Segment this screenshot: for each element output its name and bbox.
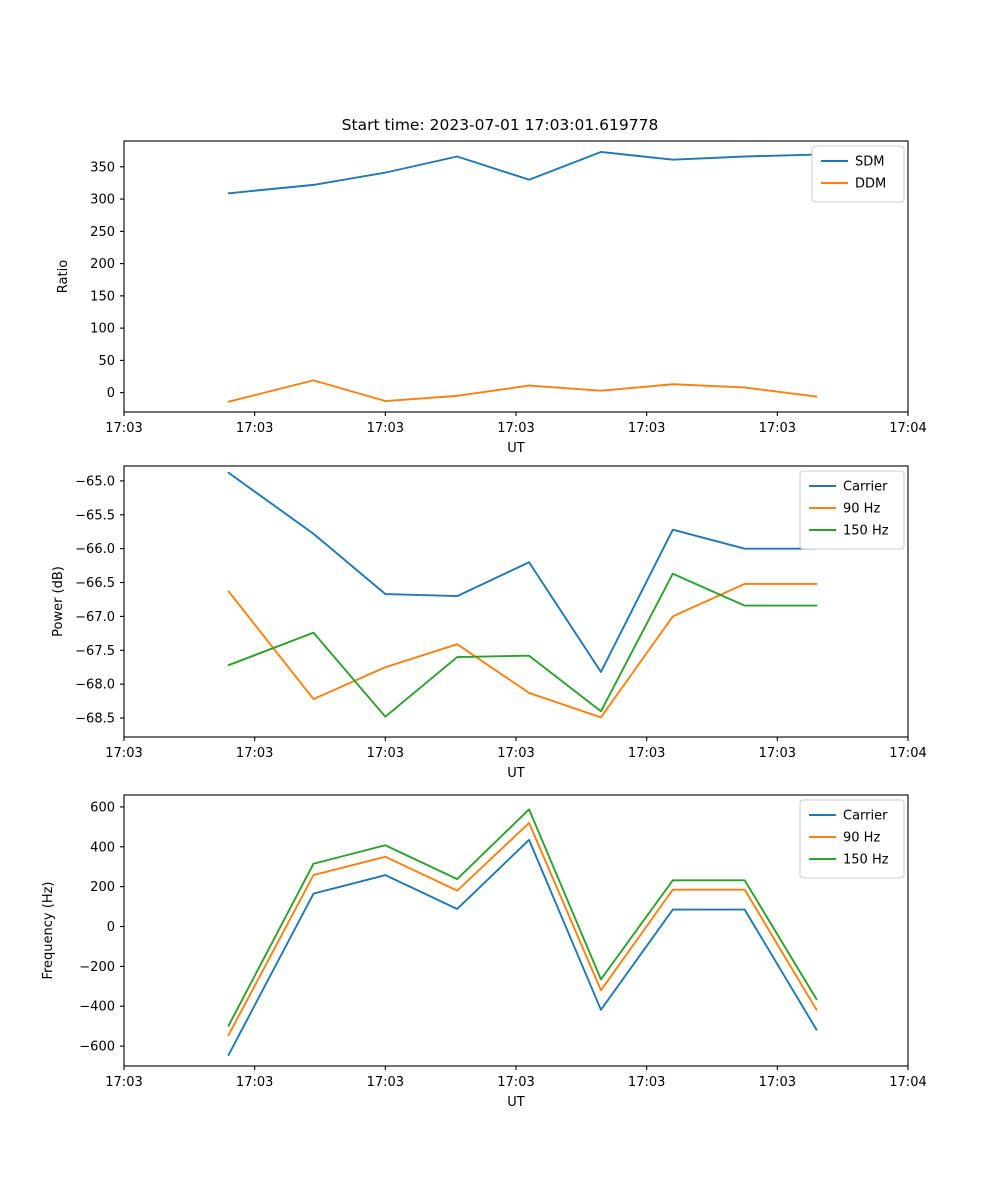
frequency-series-line [227,838,818,1056]
ratio-xtick-label: 17:03 [497,421,534,436]
frequency-ytick-label: 600 [90,800,115,815]
ratio-ytick-label: 300 [90,193,115,208]
ratio-xtick-label: 17:04 [889,421,926,436]
ratio-legend-label: DDM [855,177,886,192]
frequency-plot-svg: 17:03 17:03 17:03 17:03 17:03 17:03 17:04 −600 −… [41,794,927,1110]
frequency-ytick-label: −600 [79,1040,115,1055]
ratio-ytick-label: 250 [90,225,115,240]
power-plot-svg: 17:03 17:03 17:03 17:03 17:03 17:03 17:04 −65.0… [51,465,927,781]
ratio-xtick-label: 17:03 [759,421,796,436]
power-ytick-label: −66.5 [75,576,115,591]
power-ytick-label: −65.0 [75,474,115,489]
frequency-xtick-label: 17:03 [367,1075,404,1090]
power-legend-label: 150 Hz [843,524,889,539]
ratio-legend-label: SDM [855,155,884,170]
ratio-ytick-label: 350 [90,160,115,175]
frequency-series-line [227,821,818,1037]
power-series-line [227,572,818,718]
power-xtick-label: 17:03 [759,746,796,761]
power-series-line [227,582,818,719]
frequency-ytick-label: −400 [79,1000,115,1015]
frequency-xtick-label: 17:03 [497,1075,534,1090]
ratio-xtick-label: 17:03 [236,421,273,436]
power-series-line [227,471,818,673]
power-xtick-label: 17:03 [367,746,404,761]
frequency-xtick-label: 17:04 [889,1075,926,1090]
ratio-ytick-label: 200 [90,257,115,272]
ratio-xtick-label: 17:03 [628,421,665,436]
ratio-ytick-label: 0 [107,386,115,401]
power-axes-frame [123,465,909,738]
power-x-axis-label: UT [507,766,525,781]
power-ytick-label: −67.5 [75,644,115,659]
frequency-x-axis-label: UT [507,1095,525,1110]
power-ytick-label: −67.0 [75,610,115,625]
power-legend-label: Carrier [843,480,888,495]
power-ytick-label: −65.5 [75,508,115,523]
frequency-xtick-label: 17:03 [236,1075,273,1090]
frequency-ytick-label: 0 [107,920,115,935]
subplot-ratio: 17:03 17:03 17:03 17:03 17:03 17:03 17:04 0 50 10… [0,130,1000,460]
frequency-ytick-label: −200 [79,960,115,975]
ratio-series-line [227,151,818,195]
power-ytick-label: −68.0 [75,678,115,693]
frequency-xtick-label: 17:03 [105,1075,142,1090]
power-ytick-label: −66.0 [75,542,115,557]
ratio-series-line [227,379,818,403]
ratio-ytick-label: 50 [98,354,115,369]
power-xtick-label: 17:03 [105,746,142,761]
power-legend-label: 90 Hz [843,502,880,517]
ratio-ytick-label: 150 [90,289,115,304]
frequency-legend-label: 90 Hz [843,831,880,846]
frequency-ytick-label: 200 [90,880,115,895]
figure-title: Start time: 2023-07-01 17:03:01.619778 [341,116,659,134]
frequency-legend-label: Carrier [843,809,888,824]
power-xtick-label: 17:04 [889,746,926,761]
frequency-xtick-label: 17:03 [759,1075,796,1090]
ratio-ytick-label: 100 [90,322,115,337]
power-ytick-label: −68.5 [75,712,115,727]
frequency-series-line [227,808,818,1027]
ratio-axes-frame [123,140,909,413]
frequency-ytick-label: 400 [90,840,115,855]
power-xtick-label: 17:03 [497,746,534,761]
power-xtick-label: 17:03 [236,746,273,761]
ratio-xtick-label: 17:03 [105,421,142,436]
frequency-xtick-label: 17:03 [628,1075,665,1090]
subplot-power: 17:03 17:03 17:03 17:03 17:03 17:03 17:04 −65.0… [0,455,1000,785]
power-xtick-label: 17:03 [628,746,665,761]
frequency-legend-label: 150 Hz [843,853,889,868]
ratio-plot-svg: 17:03 17:03 17:03 17:03 17:03 17:03 17:04 0 50 10… [56,140,927,456]
ratio-y-axis-label: Ratio [56,260,71,293]
subplot-frequency: 17:03 17:03 17:03 17:03 17:03 17:03 17:04 −600 −… [0,780,1000,1120]
ratio-legend-box [811,145,905,203]
ratio-x-axis-label: UT [507,441,525,456]
power-y-axis-label: Power (dB) [51,566,66,637]
frequency-y-axis-label: Frequency (Hz) [41,881,56,979]
ratio-xtick-label: 17:03 [367,421,404,436]
